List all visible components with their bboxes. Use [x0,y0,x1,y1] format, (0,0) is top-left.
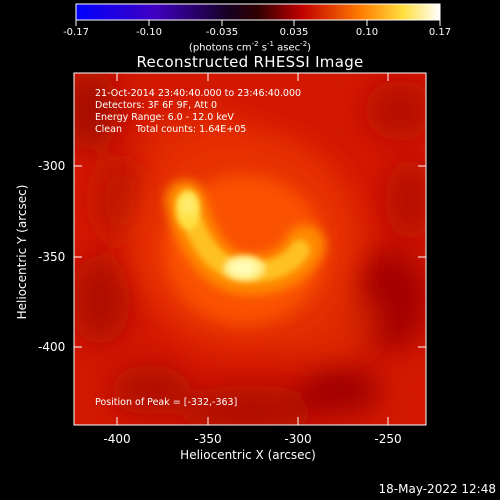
x-tick-label: -300 [284,432,312,446]
x-tick-label: -400 [103,432,131,446]
annotation-energy-range: Energy Range: 6.0 - 12.0 keV [95,112,234,123]
colorbar-tick-label: -0.035 [205,27,239,38]
colorbar-gradient [75,3,441,21]
annotation-total-counts: Total counts: 1.64E+05 [135,124,247,135]
annotation-peak-position: Position of Peak = [-332,-363] [95,397,238,408]
annotation-time-range: 21-Oct-2014 23:40:40.000 to 23:46:40.000 [95,88,302,99]
y-axis-label: Heliocentric Y (arcsec) [15,184,29,320]
x-axis-label: Heliocentric X (arcsec) [180,448,316,462]
colorbar-tick-label: 0.17 [428,27,452,38]
colorbar-tick-label: 0.035 [279,27,309,38]
plot-title: Reconstructed RHESSI Image [136,53,364,71]
colorbar [75,3,441,26]
timestamp: 18-May-2022 12:48 [378,482,496,496]
y-tick-label: -400 [38,340,66,354]
colorbar-tick-label: -0.17 [63,27,89,38]
annotation-detectors: Detectors: 3F 6F 9F, Att 0 [95,100,218,111]
x-tick-label: -250 [374,432,402,446]
annotation-method: Clean Total counts: 1.64E+05 [95,124,246,135]
colorbar-units: (photons cm-2 s-1 asec-2) [188,40,312,54]
image-raster [74,73,426,425]
colorbar-tick-label: 0.10 [355,27,379,38]
y-tick-label: -300 [38,159,66,173]
y-tick-label: -350 [38,250,66,264]
colorbar-tick-label: -0.10 [136,27,162,38]
annotation-method-name: Clean [95,124,122,135]
x-tick-label: -350 [194,432,222,446]
plot-frame [73,72,427,426]
